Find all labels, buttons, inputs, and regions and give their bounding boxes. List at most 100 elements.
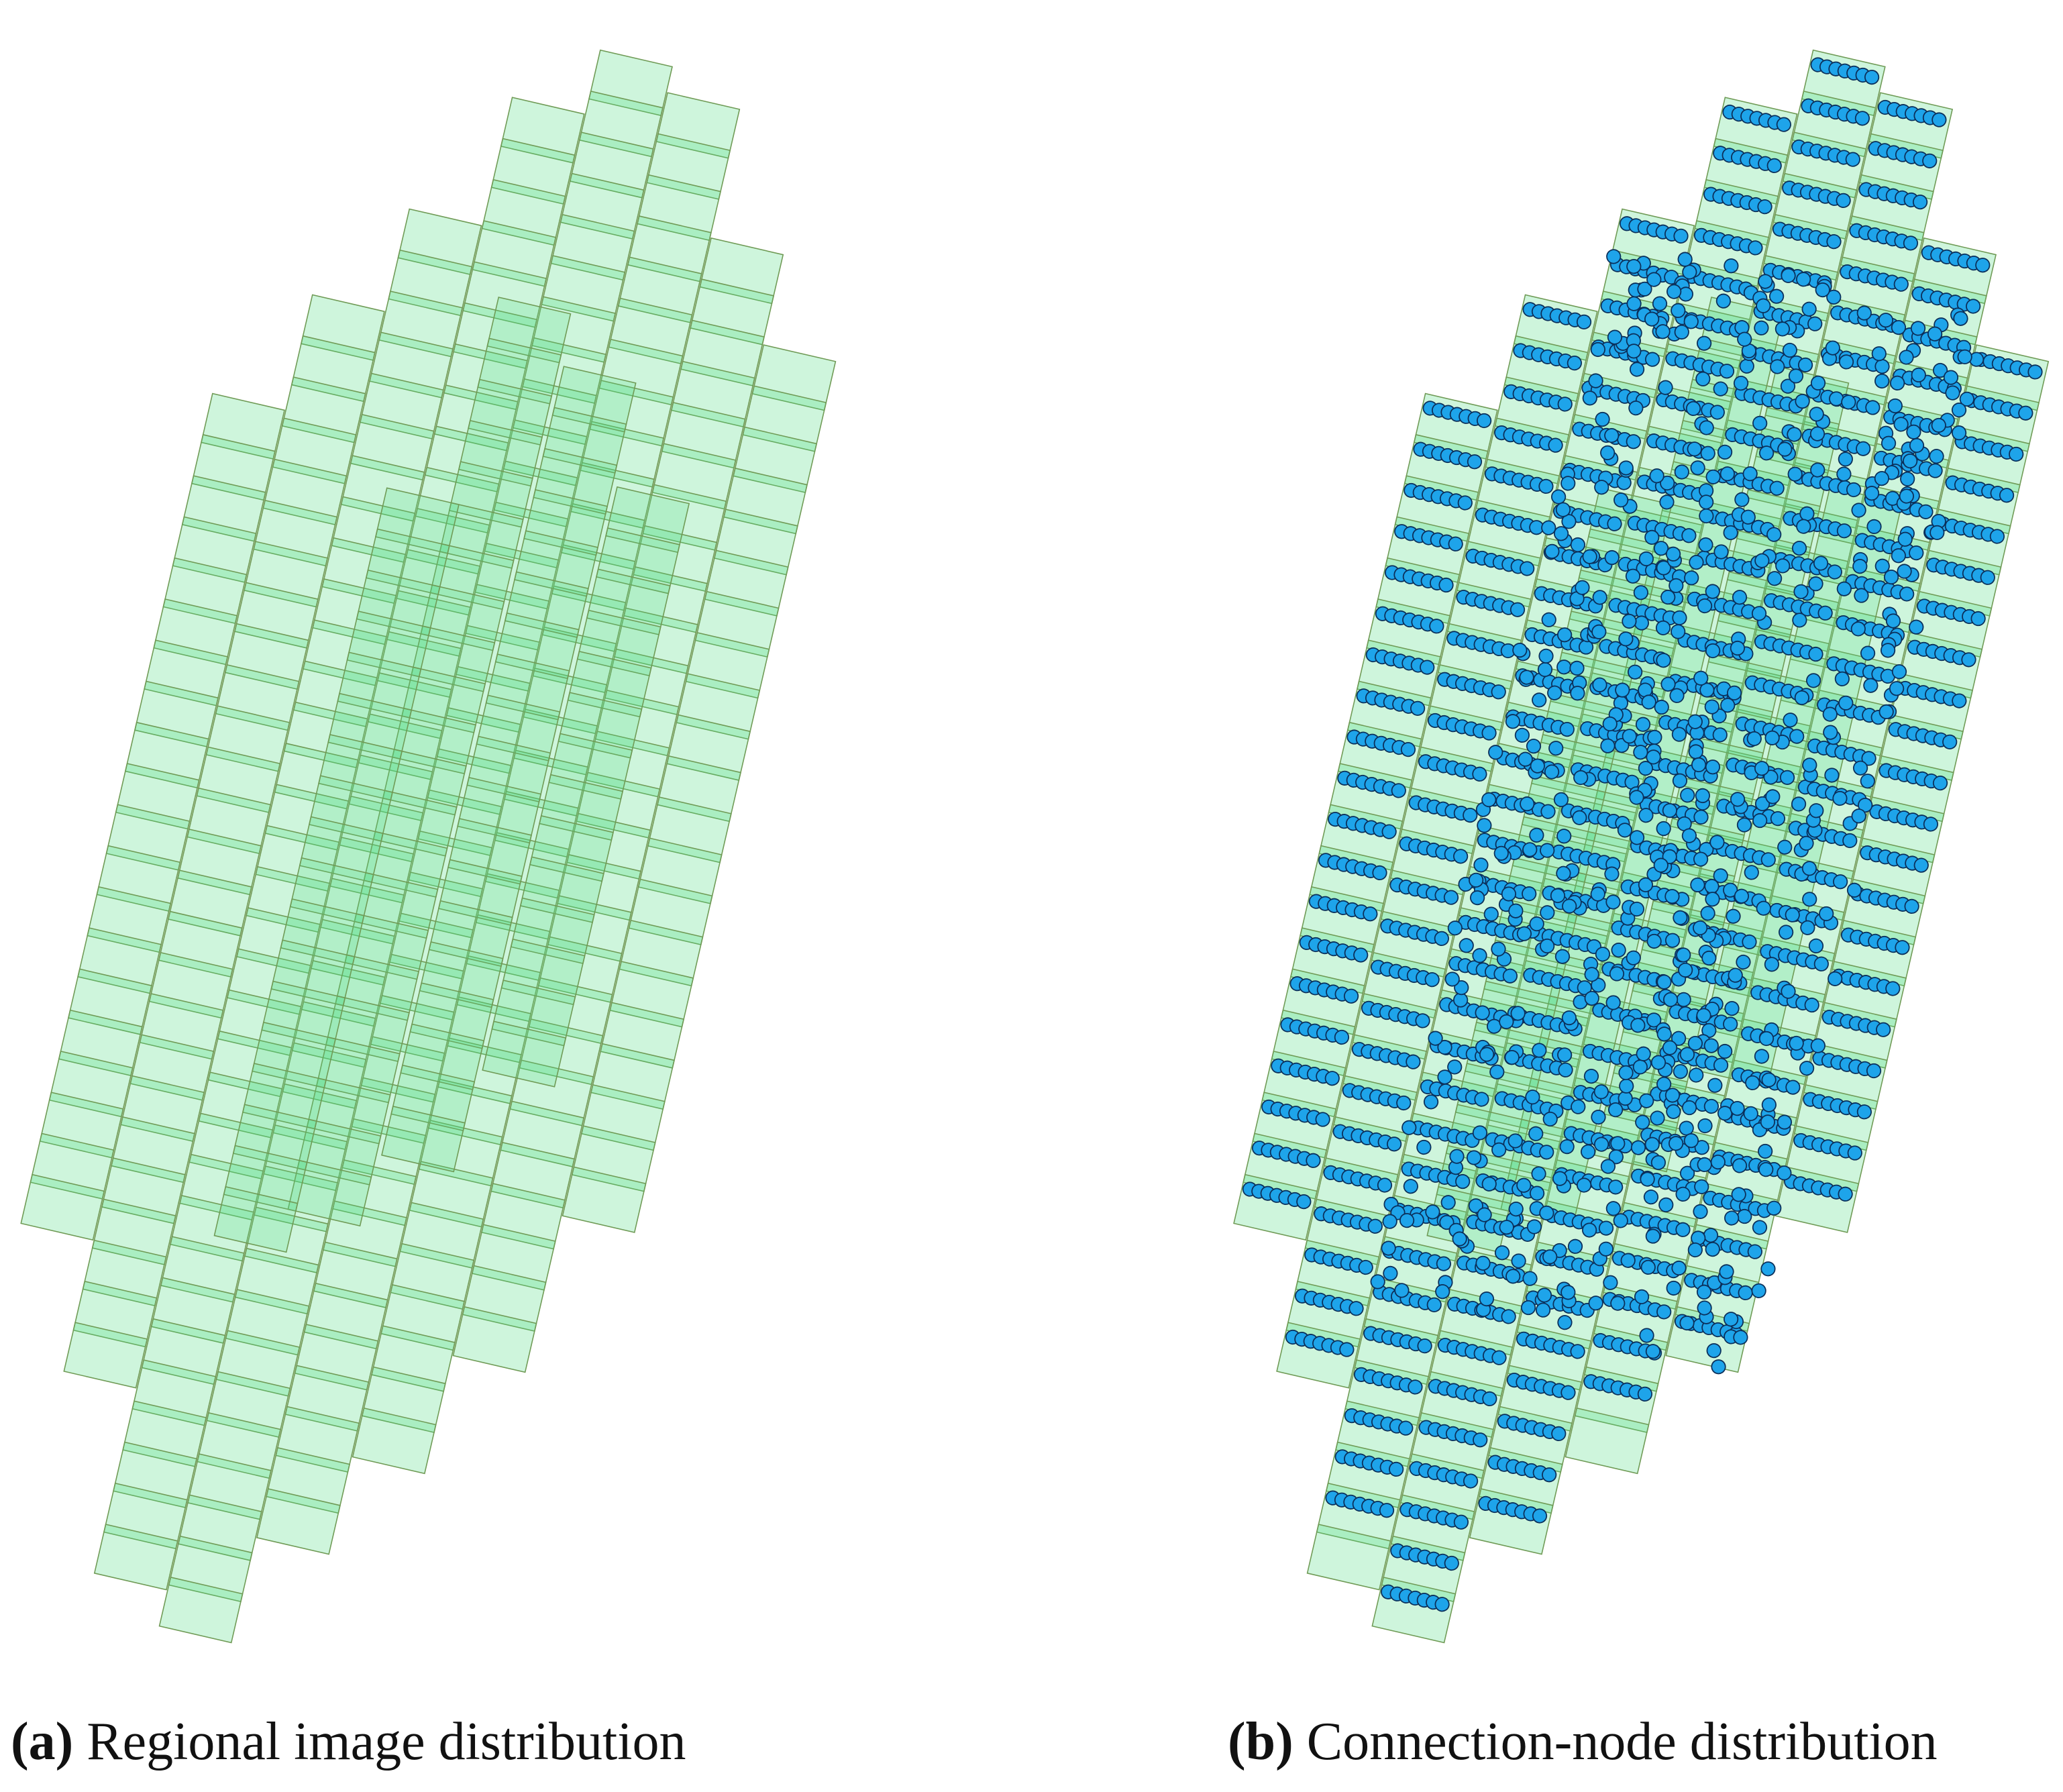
- image-tile: [529, 815, 614, 882]
- image-tile: [447, 996, 532, 1063]
- image-tile: [367, 672, 452, 739]
- image-tile: [437, 1037, 522, 1104]
- connection-node: [1804, 997, 1819, 1013]
- image-tile: [651, 443, 737, 510]
- image-tile: [456, 625, 540, 692]
- image-tile: [500, 1100, 585, 1167]
- connection-node: [1785, 1079, 1801, 1095]
- connection-node: [1396, 1095, 1412, 1111]
- connection-node: [1544, 543, 1560, 559]
- image-tile: [502, 419, 588, 486]
- connection-node: [1576, 314, 1592, 329]
- connection-node: [1379, 1503, 1395, 1518]
- connection-node: [1893, 276, 1909, 292]
- connection-node: [1306, 1153, 1321, 1168]
- image-tile: [589, 380, 674, 447]
- image-tile: [475, 873, 560, 940]
- connection-node: [1522, 886, 1537, 902]
- image-tile: [148, 951, 233, 1019]
- image-tile: [474, 542, 560, 610]
- image-tile: [177, 829, 262, 896]
- image-tile: [522, 337, 606, 405]
- image-tile: [558, 692, 643, 759]
- image-tile: [458, 419, 543, 487]
- connection-node: [1394, 1283, 1410, 1298]
- image-tile: [206, 1371, 291, 1438]
- connection-node: [1856, 1104, 1872, 1120]
- connection-node: [1712, 727, 1728, 743]
- image-tile: [447, 818, 532, 885]
- image-tile: [500, 938, 586, 1006]
- connection-node: [1491, 684, 1506, 700]
- image-tile: [293, 660, 378, 727]
- image-tile: [172, 516, 257, 583]
- image-tile: [456, 955, 541, 1022]
- connection-node: [1791, 541, 1807, 556]
- image-tile: [427, 748, 512, 815]
- connection-node: [1520, 561, 1535, 576]
- connection-node: [1918, 504, 1934, 519]
- image-tile: [411, 625, 496, 692]
- connection-node: [1481, 725, 1497, 741]
- image-tile: [494, 612, 580, 680]
- image-tile: [409, 982, 494, 1049]
- image-tile: [297, 1118, 382, 1185]
- connection-node: [1834, 671, 1850, 686]
- image-tile: [466, 735, 551, 803]
- connection-node: [1999, 488, 2015, 503]
- connection-node: [1453, 1514, 1469, 1530]
- image-tile: [303, 1282, 388, 1350]
- connection-node: [1781, 268, 1796, 283]
- image-tile: [604, 648, 689, 715]
- connection-node: [2009, 446, 2024, 462]
- connection-node: [1724, 258, 1739, 274]
- image-tile: [68, 968, 152, 1035]
- connection-node: [1415, 1013, 1430, 1029]
- image-tile: [541, 585, 627, 652]
- image-tile: [519, 856, 604, 923]
- connection-node: [1865, 400, 1881, 415]
- connection-node: [1770, 811, 1786, 827]
- image-tile: [124, 721, 209, 789]
- connection-node: [1476, 413, 1492, 429]
- connection-node: [1989, 529, 2005, 544]
- connection-node: [1789, 1035, 1804, 1051]
- image-tile: [379, 953, 464, 1021]
- image-tile: [134, 680, 219, 747]
- connection-node: [1766, 158, 1782, 173]
- image-tile: [232, 1104, 317, 1171]
- connection-node: [1544, 764, 1560, 780]
- connection-node: [1732, 1158, 1748, 1173]
- connection-node: [1922, 153, 1938, 168]
- connection-node: [1680, 788, 1695, 803]
- connection-node: [1845, 152, 1860, 167]
- connection-node: [1577, 980, 1592, 996]
- connection-node: [1764, 730, 1780, 745]
- image-tile: [491, 980, 576, 1047]
- connection-node: [1723, 1016, 1738, 1032]
- connection-node: [1846, 882, 1862, 898]
- connection-node: [1444, 1555, 1459, 1571]
- image-tile: [466, 914, 551, 982]
- image-tile: [504, 571, 589, 638]
- image-tile: [408, 830, 493, 898]
- image-tile: [557, 853, 642, 921]
- connection-node: [1627, 664, 1643, 680]
- image-tile: [439, 502, 524, 569]
- connection-node: [1296, 1194, 1312, 1210]
- image-tile: [533, 447, 618, 515]
- connection-node: [1436, 1256, 1451, 1271]
- connection-node: [1473, 1432, 1488, 1448]
- connection-node: [1836, 193, 1851, 208]
- connection-node: [1363, 906, 1378, 922]
- image-tile: [399, 872, 484, 939]
- image-tile: [358, 713, 443, 780]
- connection-node: [1472, 766, 1487, 782]
- connection-node: [1443, 890, 1459, 905]
- connection-node: [1656, 1076, 1672, 1092]
- image-tile: [642, 484, 727, 551]
- image-tile: [476, 694, 561, 761]
- connection-node: [1557, 397, 1573, 412]
- image-tile: [481, 178, 566, 246]
- image-tile: [187, 787, 272, 855]
